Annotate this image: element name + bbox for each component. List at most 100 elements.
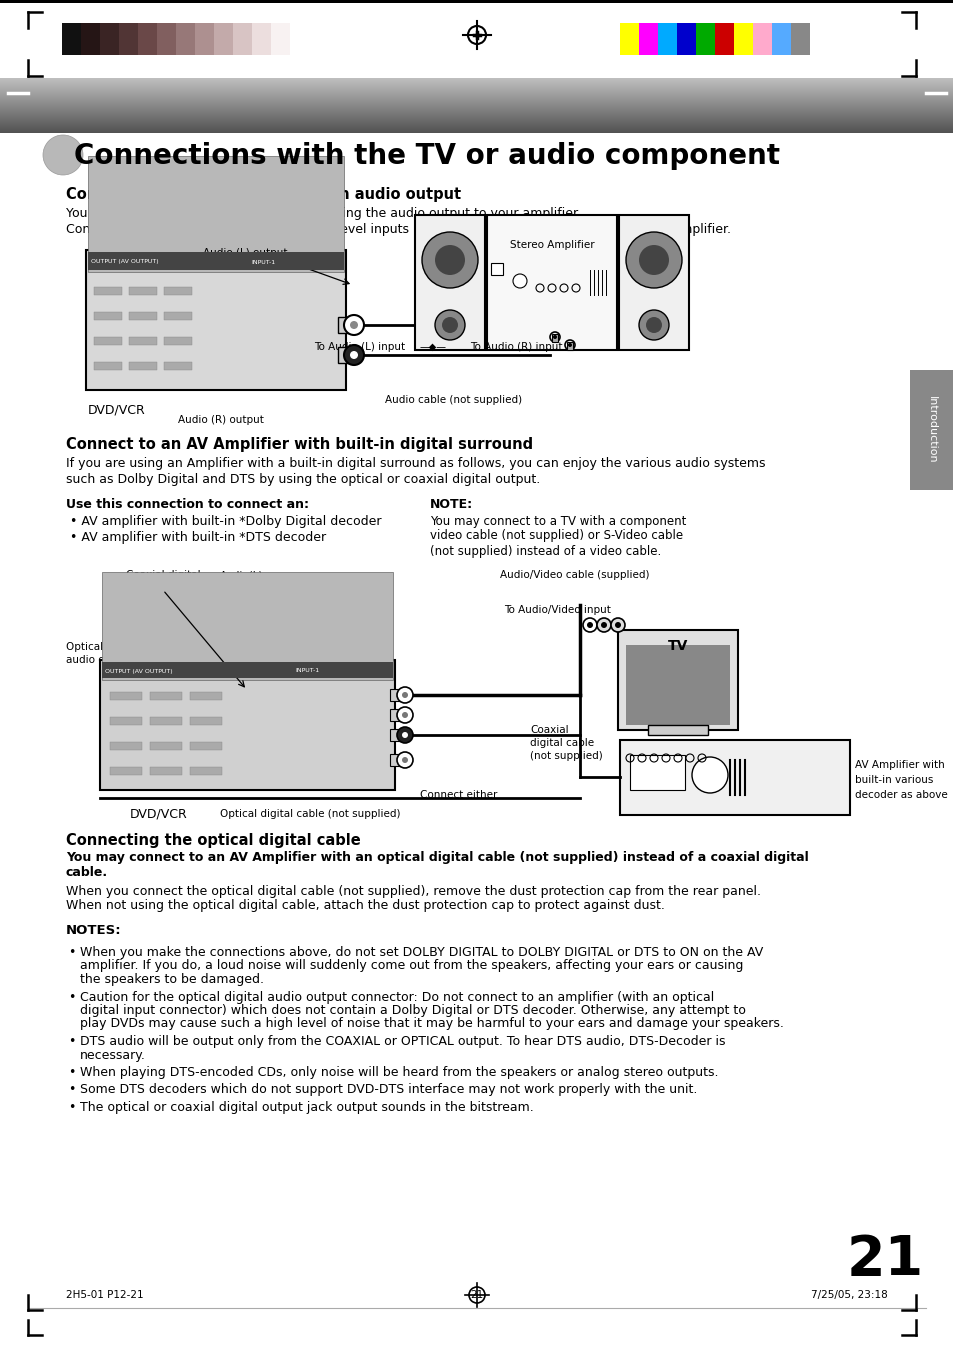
Bar [164,286,192,295]
Bar [88,155,344,272]
Bar [88,253,344,270]
Bar [190,717,222,725]
Bar [390,709,399,721]
Text: •: • [68,990,75,1004]
Text: decoder as above: decoder as above [854,790,946,800]
Circle shape [396,727,413,743]
Text: You can enjoy high quality audio by connecting the audio output to your amplifie: You can enjoy high quality audio by conn… [66,207,580,219]
Bar [252,23,271,55]
Text: the speakers to be damaged.: the speakers to be damaged. [80,973,264,986]
Text: Connect to an AV Amplifier with built-in digital surround: Connect to an AV Amplifier with built-in… [66,438,533,453]
Text: 21: 21 [845,1233,923,1288]
Bar [566,342,573,350]
Text: AV Amplifier with: AV Amplifier with [854,761,943,770]
Bar [618,630,738,730]
Circle shape [396,753,413,767]
Bar [150,692,182,700]
Text: Audio (L) output: Audio (L) output [203,249,287,258]
Text: audio output: audio output [130,584,196,593]
Circle shape [350,351,357,359]
Text: output: output [257,611,292,620]
Circle shape [550,332,559,342]
Circle shape [344,345,364,365]
Text: To Audio (L) input: To Audio (L) input [314,342,405,353]
Bar [233,23,252,55]
Bar [94,362,122,370]
Text: Connect to a stereo amplifier with audio output: Connect to a stereo amplifier with audio… [66,188,460,203]
Bar [94,286,122,295]
Text: When playing DTS-encoded CDs, only noise will be heard from the speakers or anal: When playing DTS-encoded CDs, only noise… [80,1066,718,1079]
Text: If you are using an Amplifier with a built-in digital surround as follows, you c: If you are using an Amplifier with a bui… [66,457,764,470]
Text: Video output: Video output [314,584,381,593]
Text: •: • [68,1066,75,1079]
Bar [486,215,617,350]
Bar [150,717,182,725]
Bar [110,742,142,750]
Circle shape [639,309,668,340]
Circle shape [513,274,526,288]
Bar [62,23,81,55]
Bar [390,754,399,766]
Bar [164,362,192,370]
Bar [390,689,399,701]
Bar [390,730,399,740]
Text: audio output: audio output [66,655,132,665]
Bar [658,23,677,55]
Text: Optical digital cable (not supplied): Optical digital cable (not supplied) [219,809,400,819]
Circle shape [615,621,620,628]
Circle shape [401,757,408,763]
Circle shape [344,315,364,335]
Text: You may connect to a TV with a component: You may connect to a TV with a component [430,515,685,527]
Text: Connect either: Connect either [419,790,497,800]
Circle shape [441,317,457,332]
Bar [102,662,393,678]
Text: video cable (not supplied) or S-Video cable: video cable (not supplied) or S-Video ca… [430,530,682,543]
Text: •: • [68,1101,75,1115]
Text: Audio cable (not supplied): Audio cable (not supplied) [385,394,521,405]
Text: —◆—: —◆— [419,342,447,353]
Text: To Audio (R) input: To Audio (R) input [470,342,562,353]
Text: Coaxial: Coaxial [530,725,568,735]
Bar [491,263,502,276]
Text: NOTE:: NOTE: [430,499,473,512]
Bar [119,23,138,55]
Text: NOTES:: NOTES: [66,924,121,936]
Text: Caution for the optical digital audio output connector: Do not connect to an amp: Caution for the optical digital audio ou… [80,990,714,1004]
Bar [129,336,157,345]
Text: DVD/VCR: DVD/VCR [130,808,188,820]
Bar [94,312,122,320]
Text: 7/25/05, 23:18: 7/25/05, 23:18 [810,1290,887,1300]
Circle shape [597,617,610,632]
Circle shape [401,692,408,698]
Text: Connecting the optical digital cable: Connecting the optical digital cable [66,832,360,847]
Bar [190,692,222,700]
Bar [696,23,714,55]
Text: When you connect the optical digital cable (not supplied), remove the dust prote: When you connect the optical digital cab… [66,885,760,897]
Bar [129,286,157,295]
Bar [110,767,142,775]
Bar [150,767,182,775]
Text: Coaxial digital: Coaxial digital [126,570,200,580]
Circle shape [396,688,413,703]
Text: When you make the connections above, do not set DOLBY DIGITAL to DOLBY DIGITAL o: When you make the connections above, do … [80,946,762,959]
Circle shape [567,343,572,347]
Text: output: output [225,584,259,593]
Text: To Audio/Video input: To Audio/Video input [503,605,610,615]
Circle shape [639,245,668,276]
Text: Audio/Video cable (supplied): Audio/Video cable (supplied) [499,570,649,580]
Bar [190,767,222,775]
Bar [0,0,953,78]
Bar [102,571,393,680]
Text: digital cable: digital cable [530,738,594,748]
Bar [100,23,119,55]
Bar [629,755,684,790]
Bar [618,215,688,350]
Text: INPUT-1: INPUT-1 [251,259,274,265]
Text: digital input connector) which does not contain a Dolby Digital or DTS decoder. : digital input connector) which does not … [80,1004,745,1017]
Circle shape [553,335,557,339]
Bar [164,312,192,320]
Bar [639,23,658,55]
Bar [752,23,771,55]
Bar [129,362,157,370]
Text: play DVDs may cause such a high level of noise that it may be harmful to your ea: play DVDs may cause such a high level of… [80,1017,783,1031]
